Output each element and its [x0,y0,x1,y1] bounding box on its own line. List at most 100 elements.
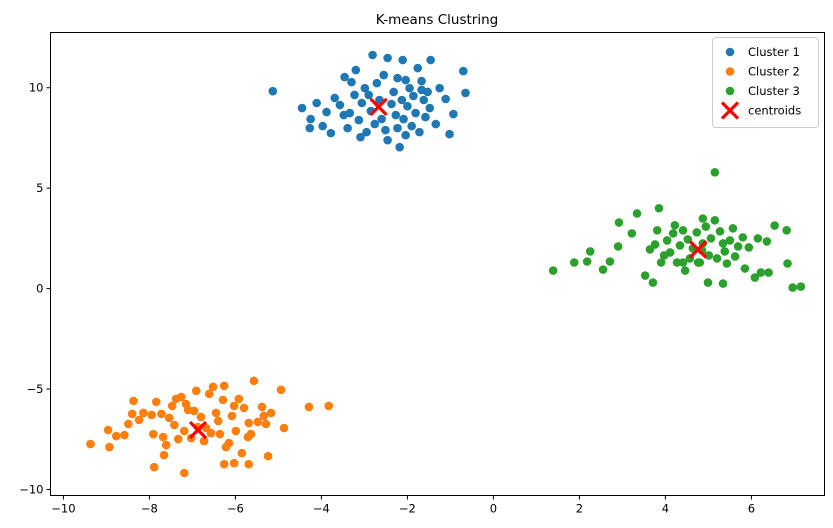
x-axis: −10 −8 −6 −4 −2 0 2 4 6 [51,495,755,516]
x-tick-label: −2 [399,502,416,516]
y-tick-label: 10 [29,81,44,95]
legend-box [712,37,819,128]
data-point [324,401,334,411]
data-point [279,423,289,433]
data-point [441,94,450,104]
data-point [343,123,352,133]
data-point [139,408,148,418]
data-point [219,459,229,469]
data-point [179,426,189,436]
data-point [257,402,267,412]
data-point [715,227,725,236]
data-point [445,129,454,139]
data-point [675,241,685,250]
data-point [237,448,247,458]
data-point [164,413,174,423]
data-point [224,438,234,448]
x-tick-label: 4 [662,502,669,516]
x-tick-label: −8 [141,502,158,516]
data-point [718,239,728,248]
data-point [383,53,392,63]
data-point [728,224,738,233]
data-point [393,73,402,83]
data-point [718,279,728,288]
data-point [244,418,254,428]
data-point [231,426,241,436]
data-point [662,236,672,245]
data-point [665,248,675,257]
data-point [693,258,703,267]
data-point [419,95,429,105]
data-point [234,394,244,404]
data-point [389,87,398,97]
y-tick-label: 5 [36,181,43,195]
data-point [347,77,356,87]
legend-label: Cluster 1 [748,45,800,59]
data-point [413,63,423,73]
centroid-x-icon [188,420,208,440]
data-point [738,233,748,242]
data-point [360,83,370,93]
data-points [86,50,806,478]
data-point [148,429,158,439]
x-tick-label: 2 [576,502,583,516]
data-point [668,229,678,238]
data-point [191,386,201,396]
data-point [229,458,239,468]
data-point [330,93,340,103]
data-point [204,389,214,399]
data-point [339,110,349,120]
data-point [120,430,129,440]
data-point [796,282,806,291]
data-point [395,142,404,152]
centroid-markers [188,97,708,440]
data-point [159,450,169,460]
data-point [703,278,713,287]
data-point [411,108,420,118]
data-point [368,50,377,60]
legend-item: Cluster 2 [725,65,800,79]
data-point [318,121,327,131]
data-point [244,459,254,469]
data-point [239,403,249,413]
plot-frame [50,32,825,496]
data-point [459,66,468,76]
data-point [783,259,792,268]
data-point [701,222,711,231]
series-2 [86,376,334,478]
legend-label: Cluster 2 [748,65,800,79]
data-point [208,382,218,392]
data-point [147,410,156,420]
data-point [215,429,225,439]
legend-item: Cluster 1 [725,45,800,59]
data-point [683,235,693,244]
data-point [393,123,402,133]
data-point [127,409,137,419]
data-point [770,221,779,230]
data-point [179,468,189,478]
legend: Cluster 1 Cluster 2 Cluster 3 centroids [712,37,819,128]
data-point [151,397,161,407]
data-point [350,90,359,100]
data-point [706,234,716,243]
legend-marker-circle-icon [725,67,735,76]
data-point [740,264,750,273]
data-point [211,408,221,418]
data-point [362,127,371,137]
data-point [189,406,199,416]
data-point [383,135,392,145]
data-point [725,236,735,245]
data-point [407,121,417,131]
data-point [304,402,314,412]
y-axis: −10 −5 0 5 10 [19,81,51,496]
data-point [397,95,407,105]
x-tick-label: 0 [490,502,497,516]
data-point [196,412,206,422]
data-point [722,259,732,268]
data-point [326,128,336,138]
chart-title: K-means Clustring [376,12,498,28]
data-point [229,401,239,411]
data-point [398,55,407,65]
data-point [712,254,722,263]
